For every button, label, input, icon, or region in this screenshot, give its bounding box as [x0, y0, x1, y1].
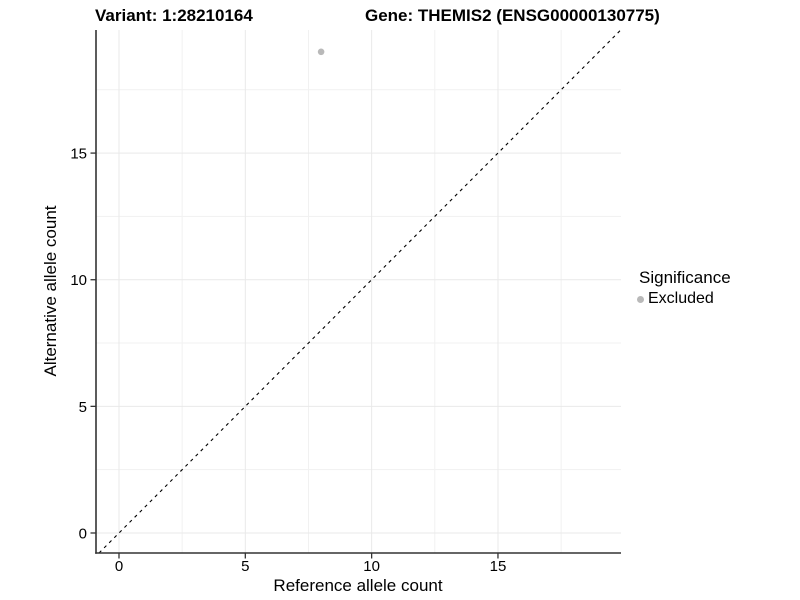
legend-title: Significance — [639, 268, 731, 287]
y-axis-title: Alternative allele count — [41, 205, 60, 377]
legend-item-excluded: Excluded — [637, 290, 731, 308]
y-tick-label: 0 — [79, 525, 87, 542]
x-tick-label: 5 — [241, 558, 249, 575]
x-tick-label: 10 — [363, 558, 380, 575]
y-tick-label: 15 — [70, 146, 87, 163]
y-tick-label: 10 — [70, 272, 87, 289]
data-point-excluded — [317, 48, 325, 56]
legend-point-icon — [637, 295, 644, 303]
legend-item-label: Excluded — [648, 290, 714, 307]
plot-title-variant: Variant: 1:28210164 — [95, 6, 253, 25]
identity-line — [98, 29, 622, 554]
x-tick-label: 0 — [115, 558, 123, 575]
legend: Significance Excluded — [637, 268, 731, 308]
y-tick-label: 5 — [79, 399, 87, 416]
x-tick-label: 15 — [490, 558, 507, 575]
x-axis-title: Reference allele count — [273, 576, 443, 595]
plot-title-gene: Gene: THEMIS2 (ENSG00000130775) — [365, 6, 660, 25]
